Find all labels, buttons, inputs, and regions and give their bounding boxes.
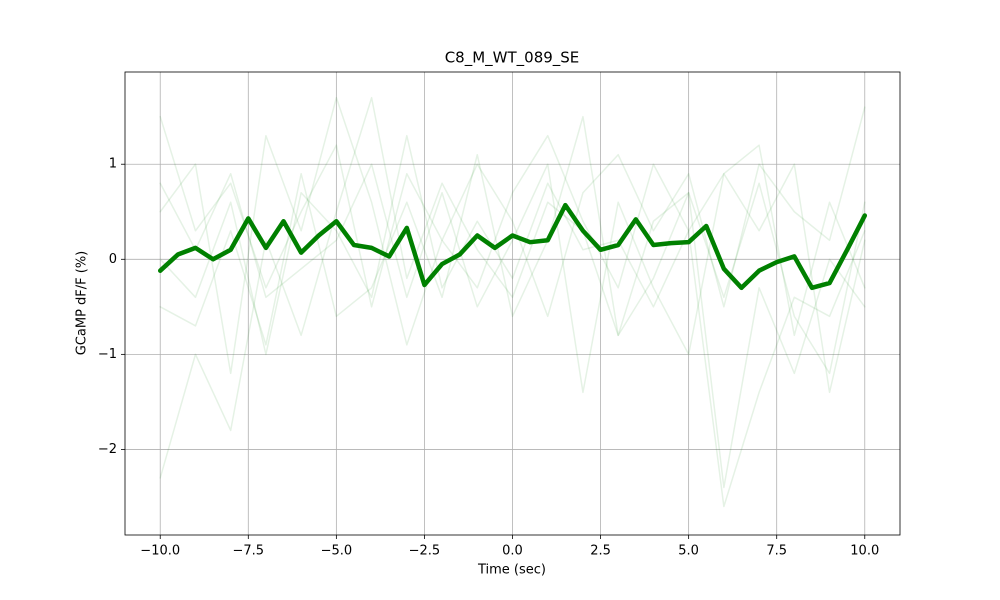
chart-title: C8_M_WT_089_SE	[445, 49, 580, 68]
x-tick-label: 5.0	[678, 544, 699, 559]
series-line	[157, 202, 868, 291]
x-tick-label: −2.5	[409, 544, 441, 559]
x-tick-label: 2.5	[590, 544, 611, 559]
series-line	[159, 96, 866, 489]
x-tick-label: 7.5	[766, 544, 787, 559]
series-line	[159, 134, 866, 356]
series-line	[159, 96, 866, 508]
series-line	[159, 163, 866, 394]
x-tick-label: 10.0	[850, 544, 879, 559]
y-tick-label: −1	[98, 347, 117, 362]
series-line	[159, 115, 866, 375]
series-line	[159, 106, 866, 318]
x-tick-label: −5.0	[321, 544, 353, 559]
x-tick-label: 0.0	[502, 544, 523, 559]
x-tick-label: −10.0	[140, 544, 180, 559]
plot-frame	[124, 71, 901, 536]
x-axis-label: Time (sec)	[477, 563, 546, 578]
y-axis-label: GCaMP dF/F (%)	[75, 251, 90, 356]
y-tick-label: 0	[109, 252, 117, 267]
y-tick-label: −2	[98, 442, 117, 457]
x-tick-label: −7.5	[233, 544, 265, 559]
y-tick-label: 1	[109, 157, 117, 172]
